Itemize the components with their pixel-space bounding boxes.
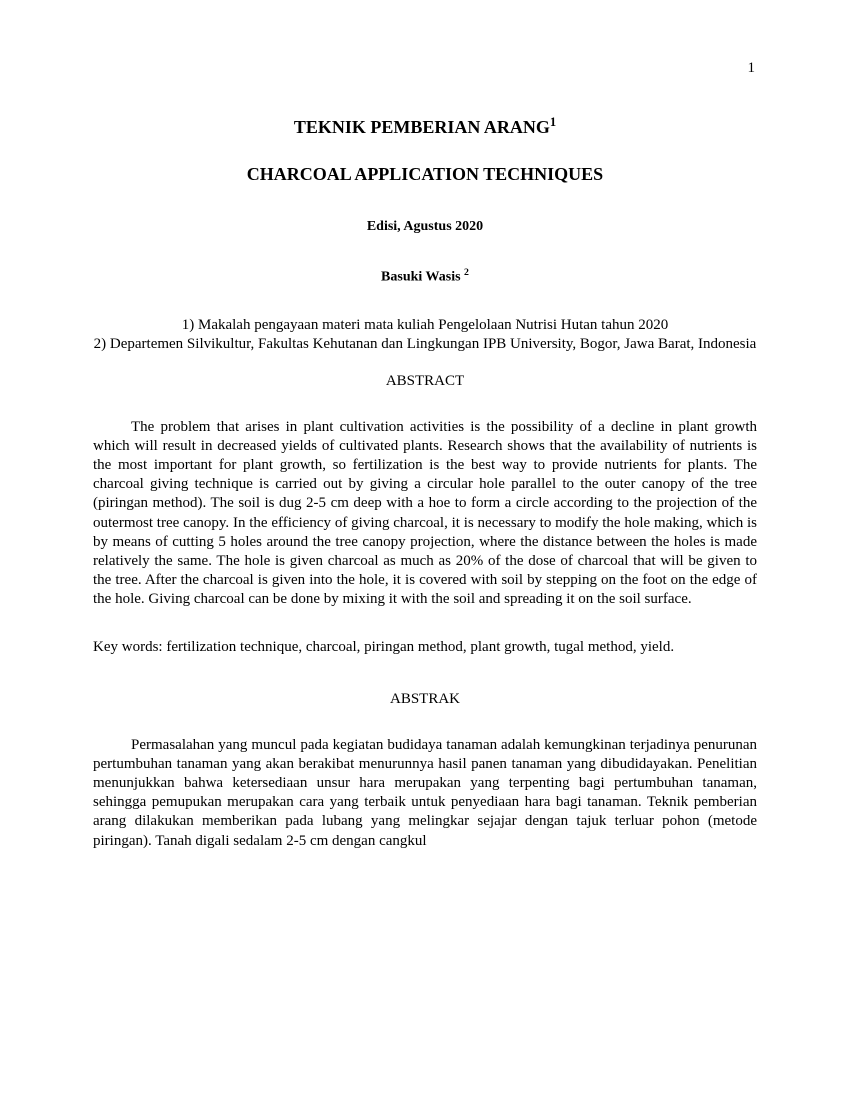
abstract-body: The problem that arises in plant cultiva…: [93, 418, 757, 610]
keywords: Key words: fertilization technique, char…: [93, 638, 757, 657]
title-id-text: TEKNIK PEMBERIAN ARANG: [294, 117, 550, 137]
abstrak-body: Permasalahan yang muncul pada kegiatan b…: [93, 736, 757, 851]
abstrak-heading: ABSTRAK: [93, 691, 757, 708]
title-id-footnote: 1: [550, 115, 556, 129]
affiliations: 1) Makalah pengayaan materi mata kuliah …: [93, 316, 757, 355]
title-english: CHARCOAL APPLICATION TECHNIQUES: [93, 164, 757, 185]
author-footnote: 2: [464, 267, 469, 278]
title-indonesian: TEKNIK PEMBERIAN ARANG1: [93, 115, 757, 138]
author-name: Basuki Wasis 2: [93, 267, 757, 286]
affiliation-1: 1) Makalah pengayaan materi mata kuliah …: [93, 316, 757, 336]
affiliation-2: 2) Departemen Silvikultur, Fakultas Kehu…: [93, 335, 757, 355]
page-number: 1: [93, 60, 757, 77]
author-text: Basuki Wasis: [381, 270, 461, 285]
edition-line: Edisi, Agustus 2020: [93, 219, 757, 235]
abstract-heading: ABSTRACT: [93, 373, 757, 390]
